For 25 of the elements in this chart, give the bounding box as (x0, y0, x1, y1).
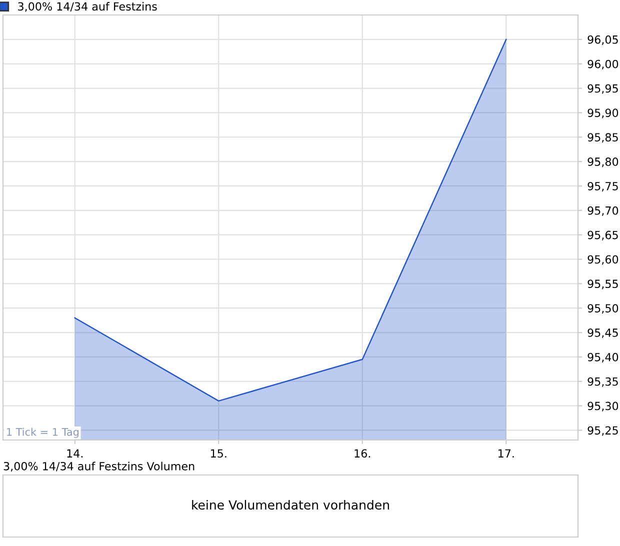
y-tick-label: 95,35 (588, 377, 618, 387)
x-tick-label: 15. (211, 449, 226, 458)
y-tick-label: 95,65 (588, 230, 618, 240)
y-tick-label: 95,40 (588, 352, 618, 362)
y-tick-label: 96,00 (588, 60, 618, 70)
y-tick-label: 95,85 (588, 133, 618, 143)
y-tick-label: 95,60 (588, 255, 618, 265)
x-tick-label: 16. (354, 449, 370, 458)
text: keine Volumendaten vorhanden (192, 500, 389, 510)
y-tick-label: 96,05 (588, 35, 618, 45)
y-tick-label: 95,95 (588, 84, 618, 94)
y-tick-label: 95,75 (588, 182, 618, 192)
y-tick-label: 95,45 (588, 328, 618, 338)
y-tick-label: 95,70 (588, 206, 618, 216)
y-tick-label: 95,90 (588, 108, 618, 118)
y-tick-label: 95,25 (588, 426, 618, 436)
x-tick-label: 14. (67, 449, 83, 458)
y-tick-label: 95,80 (588, 158, 618, 168)
y-tick-label: 95,30 (588, 402, 618, 412)
y-tick-label: 95,50 (588, 304, 618, 314)
legend-label: 3,00% 14/34 auf Festzins (18, 2, 157, 12)
text: 3,00% 14/34 auf Festzins Volumen (4, 462, 194, 472)
x-tick-label: 17. (498, 449, 514, 458)
y-tick-label: 95,55 (588, 280, 618, 290)
annotation: 1 Tick = 1 Tag (7, 428, 78, 438)
